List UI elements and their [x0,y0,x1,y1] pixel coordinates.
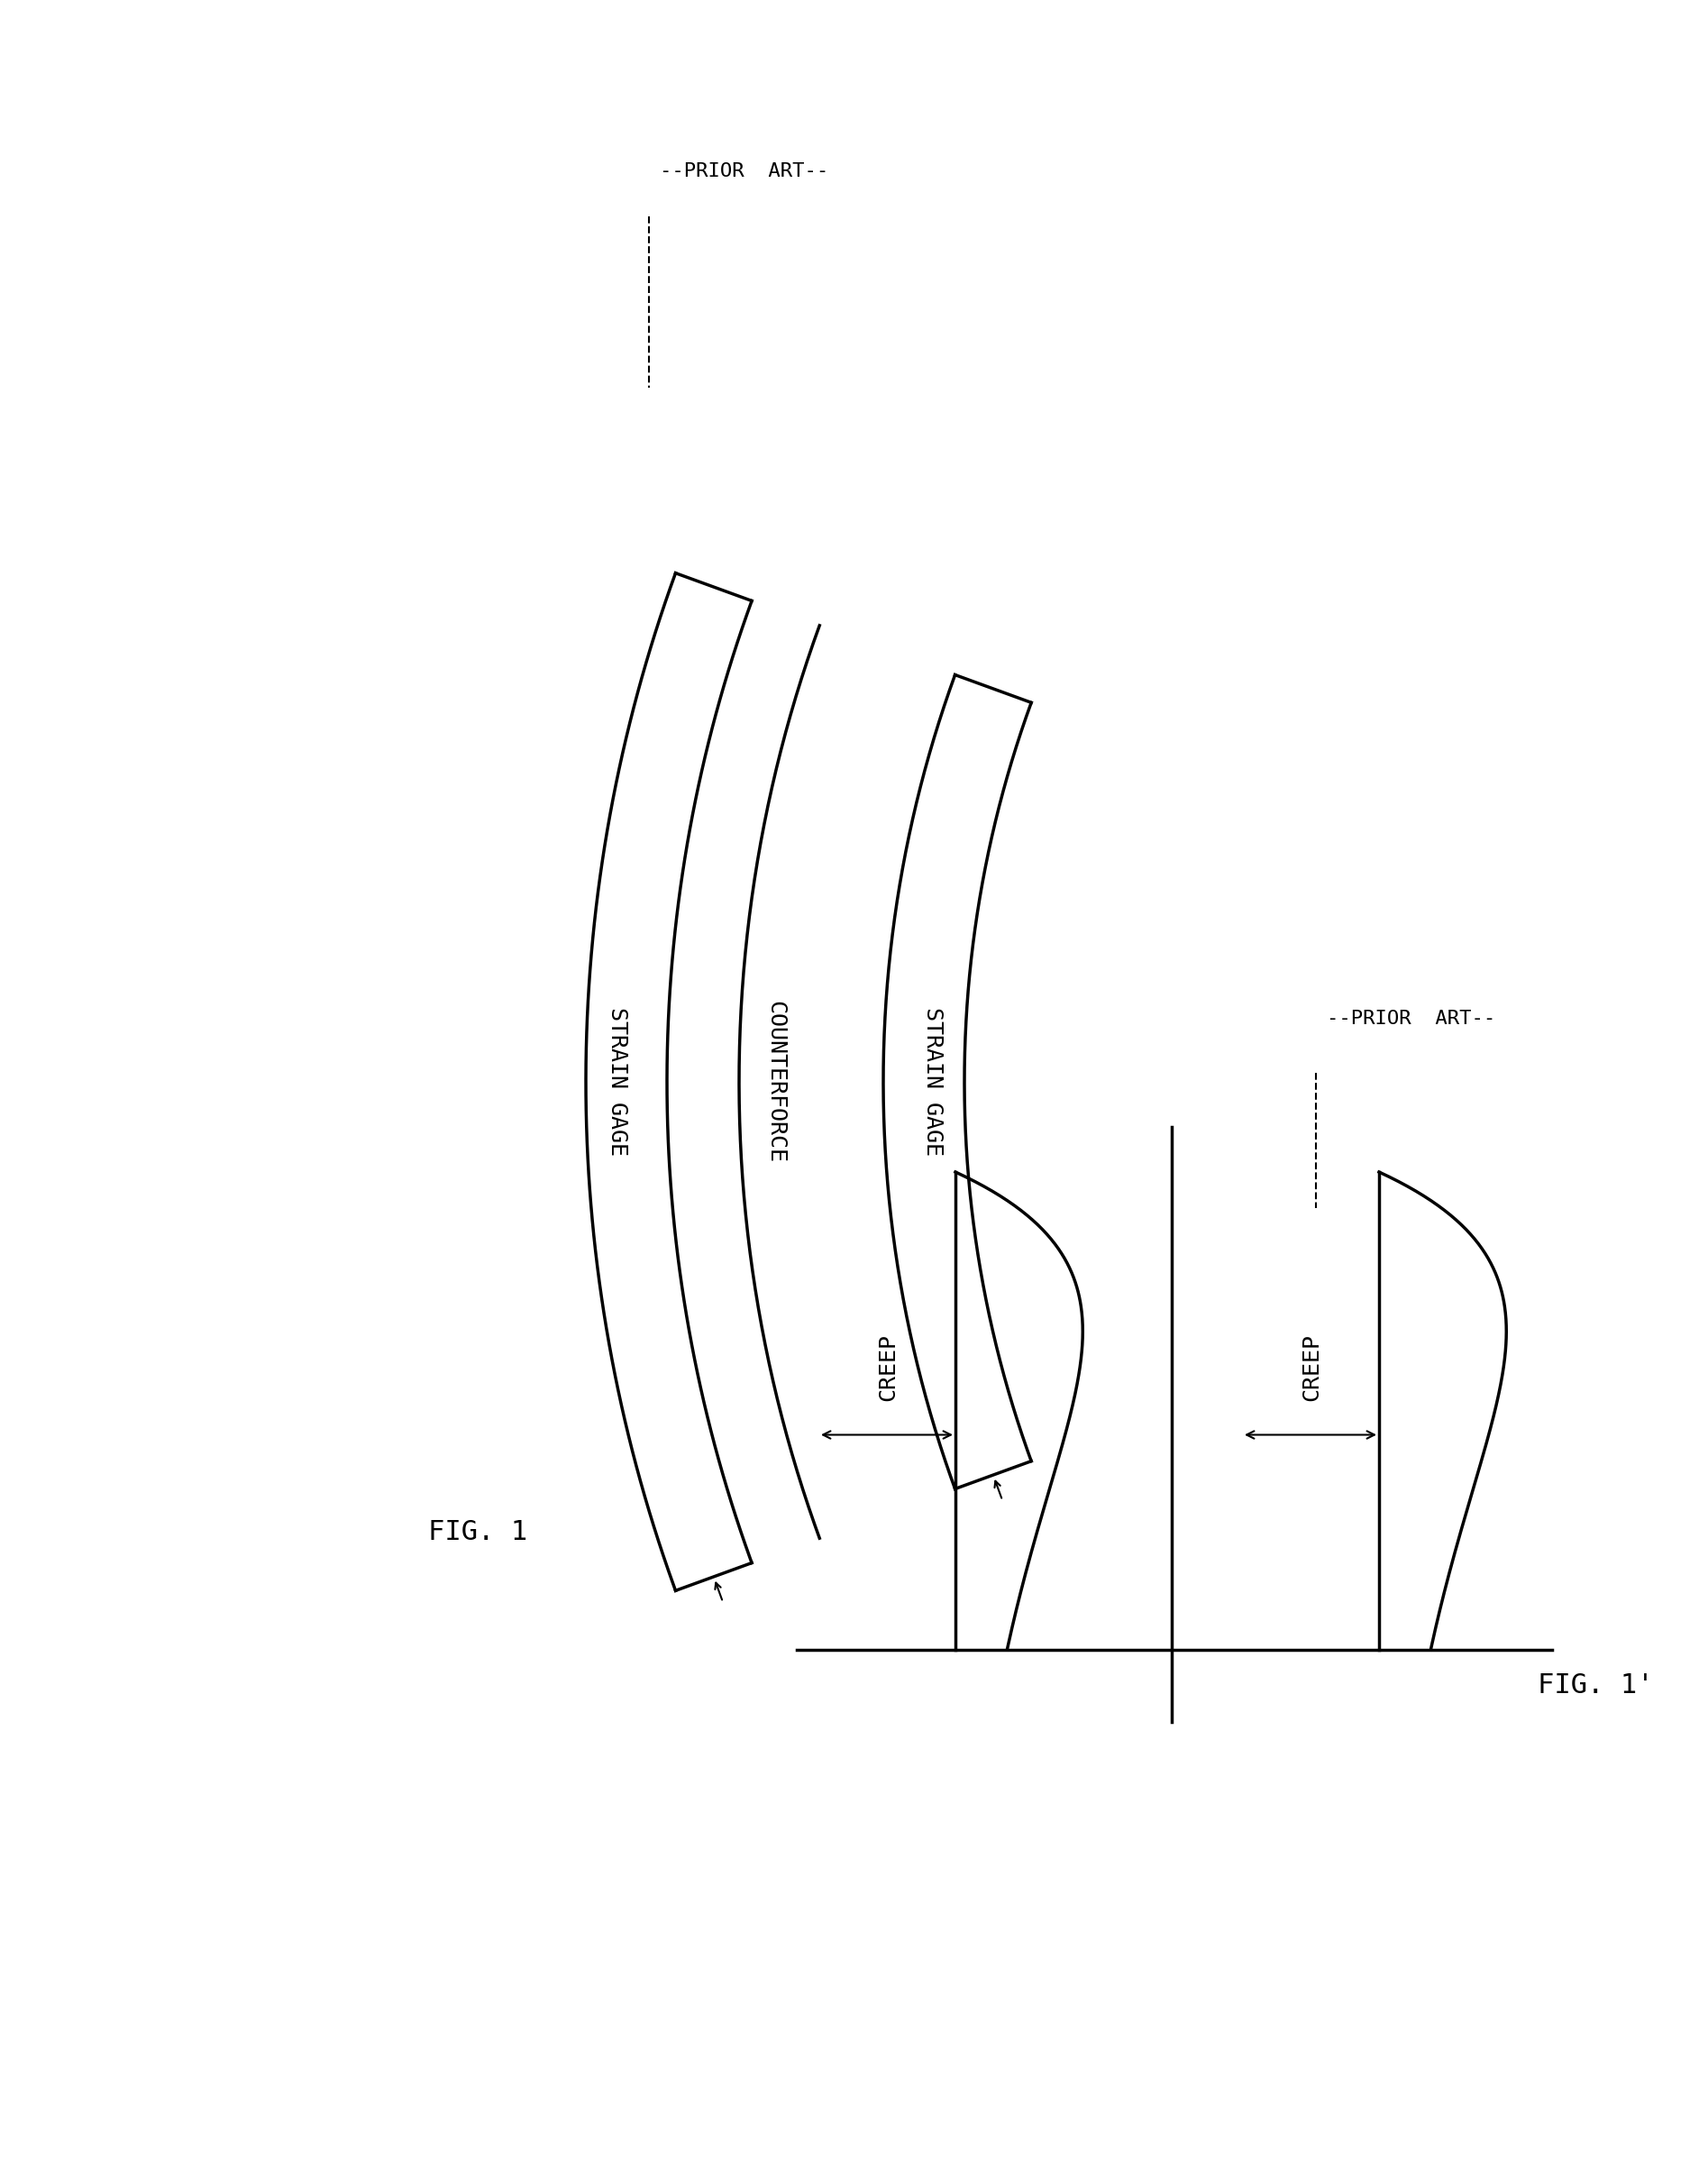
Text: --PRIOR  ART--: --PRIOR ART-- [659,162,828,179]
Text: STRAIN GAGE: STRAIN GAGE [922,1007,945,1156]
Text: --PRIOR  ART--: --PRIOR ART-- [1327,1009,1496,1029]
Text: FIG. 1': FIG. 1' [1537,1673,1653,1699]
Text: STRAIN GAGE: STRAIN GAGE [606,1007,629,1156]
Text: FIG. 1: FIG. 1 [429,1519,528,1545]
Text: CREEP: CREEP [1300,1333,1322,1400]
Text: COUNTERFORCE: COUNTERFORCE [763,1001,786,1163]
Text: CREEP: CREEP [876,1333,898,1400]
